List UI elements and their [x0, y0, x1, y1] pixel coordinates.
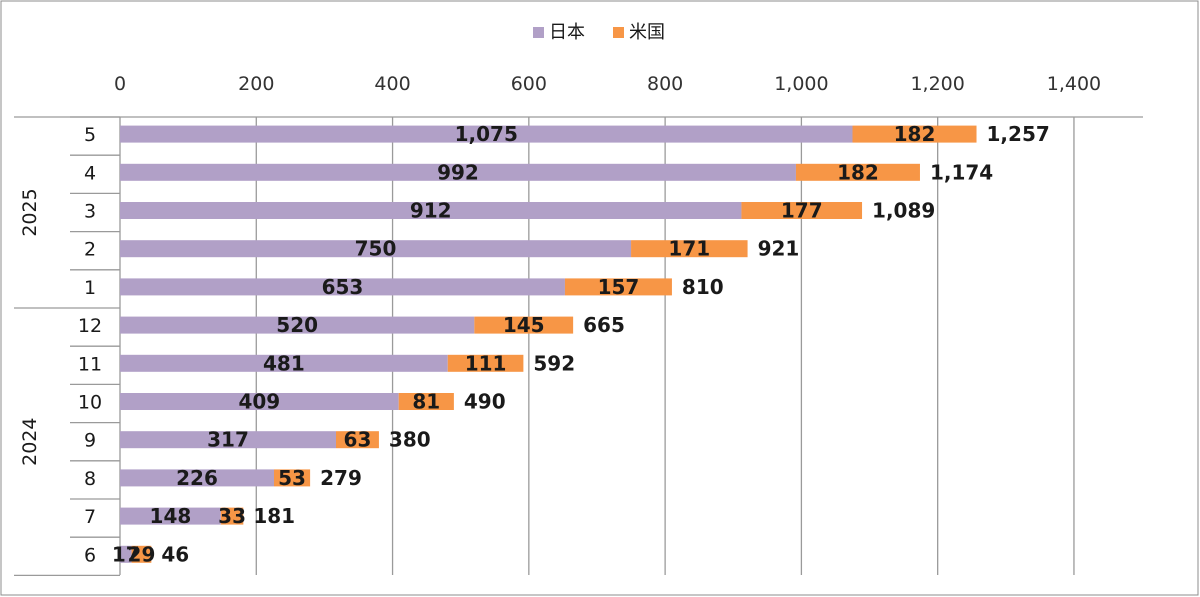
legend-swatch-us	[613, 27, 624, 38]
legend-swatch-japan	[533, 27, 544, 38]
data-labels: 1,075 182 1,257 992 182 1,174 912 177 1,089 750 17…	[112, 122, 1050, 566]
bar-us	[220, 507, 244, 525]
bar-japan	[120, 354, 448, 372]
axes: 0 200 400 600 800 1,000 1,200 1,400	[14, 73, 1143, 577]
data-label-japan: 148	[150, 504, 192, 528]
bar-us	[474, 316, 574, 334]
bars	[120, 125, 977, 563]
category-label: 6	[84, 544, 96, 566]
legend: 日本 米国	[533, 22, 665, 43]
data-label-us: 33	[218, 504, 246, 528]
bar-us	[852, 125, 977, 143]
data-label-japan: 1,075	[455, 122, 518, 146]
legend-label-japan: 日本	[549, 22, 585, 43]
bar-us	[564, 278, 672, 296]
bar-us	[398, 393, 454, 410]
data-label-us: 171	[668, 237, 710, 261]
data-label-us: 182	[837, 160, 879, 184]
data-label-total: 921	[758, 237, 800, 261]
data-label-us: 29	[128, 542, 156, 566]
bar-us	[336, 431, 379, 449]
category-label: 5	[84, 124, 96, 146]
data-label-japan: 226	[176, 466, 218, 490]
bar-us	[131, 545, 152, 563]
category-label: 8	[84, 468, 96, 490]
data-label-japan: 992	[437, 160, 479, 184]
data-label-total: 1,089	[872, 199, 935, 223]
bar-japan	[120, 545, 132, 563]
data-label-total: 665	[583, 313, 625, 337]
data-label-total: 279	[320, 466, 362, 490]
data-label-total: 46	[161, 542, 189, 566]
data-label-us: 157	[598, 275, 640, 299]
bar-japan	[120, 469, 274, 487]
data-label-japan: 653	[322, 275, 364, 299]
x-tick-label: 800	[647, 73, 683, 95]
data-label-us: 81	[412, 390, 440, 414]
bar-japan	[120, 202, 742, 219]
category-labels: 2025 2024 5 4 3 2 1 12 11 10 9 8 7 6	[19, 124, 102, 566]
data-label-total: 592	[533, 351, 575, 375]
data-label-japan: 481	[263, 351, 305, 375]
bar-japan	[120, 316, 475, 334]
bar-japan	[120, 431, 337, 449]
data-label-japan: 17	[112, 542, 140, 566]
category-label: 7	[84, 506, 96, 528]
bar-japan	[120, 507, 221, 525]
x-tick-label: 0	[114, 73, 126, 95]
data-label-japan: 520	[276, 313, 318, 337]
group-label: 2024	[19, 418, 41, 466]
x-tick-label: 1,000	[774, 73, 828, 95]
data-label-us: 53	[278, 466, 306, 490]
legend-label-us: 米国	[629, 22, 665, 43]
category-label: 9	[84, 430, 96, 452]
bar-japan	[120, 125, 853, 143]
data-label-japan: 750	[355, 237, 397, 261]
data-label-japan: 409	[238, 390, 280, 414]
category-label: 2	[84, 239, 96, 261]
category-label: 1	[84, 277, 96, 299]
group-label: 2025	[19, 188, 41, 236]
category-label: 12	[78, 315, 102, 337]
x-tick-label: 600	[511, 73, 547, 95]
bar-us	[795, 163, 920, 181]
data-label-japan: 317	[207, 428, 249, 452]
data-label-us: 63	[344, 428, 372, 452]
category-label: 4	[84, 162, 96, 184]
x-tick-label: 1,200	[910, 73, 964, 95]
x-tick-label: 1,400	[1047, 73, 1101, 95]
category-label: 3	[84, 201, 96, 223]
data-label-us: 177	[781, 199, 823, 223]
data-label-total: 181	[253, 504, 295, 528]
data-label-japan: 912	[410, 199, 452, 223]
category-label: 10	[78, 392, 102, 414]
bar-us	[741, 202, 863, 219]
bar-japan	[120, 240, 632, 258]
data-label-total: 810	[682, 275, 724, 299]
bar-japan	[120, 278, 565, 296]
data-label-us: 111	[465, 351, 507, 375]
bar-japan	[120, 163, 796, 181]
bar-japan	[120, 393, 399, 410]
bar-us	[631, 240, 748, 258]
data-label-total: 1,174	[930, 160, 993, 184]
bar-us	[273, 469, 311, 487]
data-label-us: 182	[894, 122, 936, 146]
data-label-total: 1,257	[987, 122, 1050, 146]
category-label: 11	[78, 353, 102, 375]
data-label-us: 145	[503, 313, 545, 337]
data-label-total: 490	[464, 390, 506, 414]
bar-us	[447, 354, 524, 372]
data-label-total: 380	[389, 428, 431, 452]
x-tick-label: 200	[238, 73, 274, 95]
x-tick-label: 400	[374, 73, 410, 95]
